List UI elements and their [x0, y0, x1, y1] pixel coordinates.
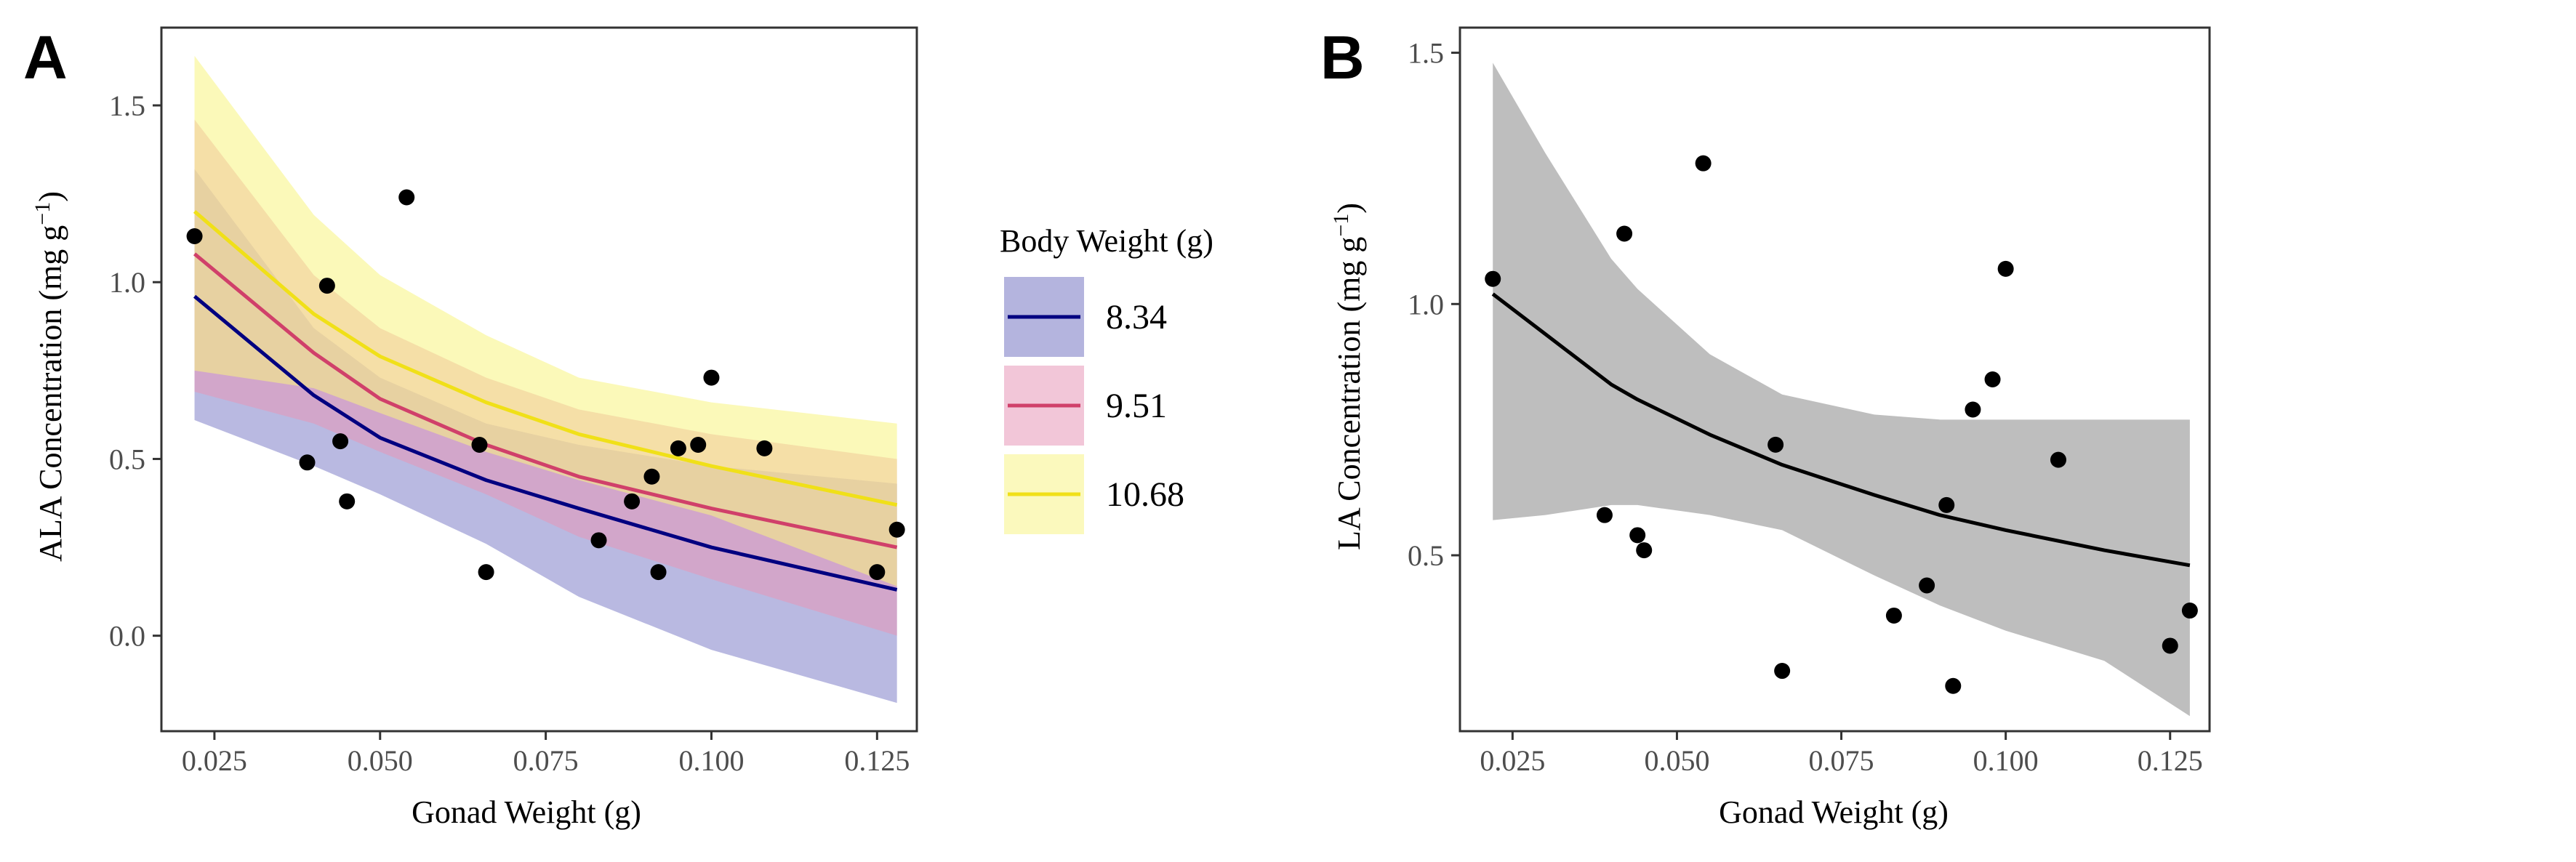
panel-a-data-point — [756, 440, 773, 456]
legend-title: Body Weight (g) — [1000, 223, 1213, 259]
panel-b-x-tick-label: 0.100 — [1973, 744, 2039, 777]
panel-b-panel-border — [1458, 26, 2211, 733]
legend-item-10-68: 10.68 — [1004, 454, 1184, 534]
legend-item-8-34: 8.34 — [1004, 277, 1167, 357]
panel-b-tag: B — [1320, 23, 1365, 92]
legend-item-9-51: 9.51 — [1004, 366, 1167, 446]
panel-a-x-tick-label: 0.075 — [513, 744, 579, 777]
panel-a-data-point — [590, 532, 607, 549]
panel-b-plot-layer — [1485, 63, 2198, 717]
panel-b-ribbon-0 — [1493, 63, 2190, 717]
panel-b-data-point — [1616, 225, 1633, 242]
panel-a-y-axis-title-main: ALA Concentration (mg g — [33, 225, 68, 562]
panel-a-data-point — [339, 493, 356, 509]
legend-label-9-51: 9.51 — [1106, 387, 1167, 425]
panel-b-fit-line-0 — [1491, 292, 2191, 568]
panel-a-fit-line-10-68 — [193, 210, 898, 507]
panel-a-data-point — [318, 278, 335, 294]
panel-a-data-point — [332, 433, 349, 450]
panel-a-data-point — [690, 436, 707, 453]
panel-a-x-tick-label: 0.025 — [182, 744, 247, 777]
panel-b-x-axis-title: Gonad Weight (g) — [1719, 794, 1949, 830]
panel-b-data-point — [1596, 507, 1613, 523]
panel-a-ribbon-10-68 — [194, 55, 897, 587]
panel-a-y-tick-label: 1.5 — [109, 89, 145, 122]
panel-b-x-tick-label: 0.125 — [2138, 744, 2203, 777]
panel-b: B 0.025 0.050 0.075 0.100 0.125 0.5 1.0 1.5 Gon… — [1320, 23, 2211, 830]
panel-a-data-point — [650, 564, 667, 581]
panel-a-x-tick-label: 0.050 — [348, 744, 413, 777]
legend-label-10-68: 10.68 — [1106, 475, 1184, 514]
panel-a-y-axis-title-close: ) — [33, 191, 68, 202]
panel-a-data-point — [478, 564, 494, 581]
panel-a-y-axis-title-sup: −1 — [31, 202, 55, 225]
panel-a-data-point — [869, 564, 886, 581]
panel-b-data-point — [1919, 577, 1935, 594]
panel-b-data-point — [1636, 542, 1653, 559]
panel-b-data-point — [1965, 401, 1981, 418]
panel-a-data-point — [624, 493, 641, 509]
panel-b-data-point — [2181, 603, 2198, 619]
panel-b-y-axis-title-close: ) — [1331, 203, 1367, 214]
panel-b-data-point — [1938, 496, 1955, 513]
panel-b-data-point — [1984, 371, 2001, 387]
panel-a-plot-layer — [186, 55, 905, 704]
panel-b-y-tick-label: 1.5 — [1408, 37, 1444, 70]
panel-b-x-tick-label: 0.075 — [1809, 744, 1874, 777]
panel-b-data-point — [2162, 637, 2178, 654]
panel-b-data-point — [1768, 436, 1784, 453]
panel-b-y-tick-label: 0.5 — [1408, 539, 1444, 572]
panel-a-y-tick-label: 0.0 — [109, 620, 145, 653]
panel-b-data-point — [1997, 260, 2014, 277]
panel-a-x-tick-label: 0.100 — [678, 744, 744, 777]
panel-b-data-point — [1774, 663, 1791, 680]
panel-a-plot-area: 0.025 0.050 0.075 0.100 0.125 0.0 0.5 1.0 1.5 — [109, 26, 918, 777]
panel-b-x-tick-label: 0.025 — [1480, 744, 1545, 777]
panel-b-data-point — [2050, 451, 2066, 468]
panel-a-data-point — [398, 189, 415, 206]
panel-a-x-tick-label: 0.125 — [844, 744, 910, 777]
panel-a-data-point — [888, 521, 905, 538]
panel-a-data-point — [643, 468, 660, 485]
panel-a-x-axis-title: Gonad Weight (g) — [412, 794, 641, 830]
panel-b-y-axis-title: LA Concentration (mg g−1) — [1329, 203, 1367, 550]
panel-b-data-point — [1485, 270, 1501, 287]
panel-a-fit-line-8-34 — [193, 294, 898, 592]
legend-label-8-34: 8.34 — [1106, 298, 1167, 337]
panel-a-y-tick-label: 0.5 — [109, 443, 145, 475]
panel-a-y-tick-label: 1.0 — [109, 266, 145, 299]
panel-a-tag: A — [23, 23, 68, 92]
panel-a-data-point — [670, 440, 686, 456]
panel-b-y-tick-label: 1.0 — [1408, 288, 1444, 321]
panel-a: A 0.025 0.050 0.075 0.100 0.1250.00.51.01.5 … — [23, 23, 918, 830]
panel-b-x-tick-label: 0.050 — [1644, 744, 1709, 777]
panel-b-y-axis-title-sup: −1 — [1329, 214, 1353, 237]
panel-a-data-point — [471, 436, 488, 453]
panel-a-y-axis-title: ALA Concentration (mg g−1) — [31, 191, 68, 562]
panel-a-data-point — [299, 454, 316, 471]
panel-b-data-point — [1885, 607, 1902, 624]
panel-a-panel-border — [160, 26, 918, 733]
panel-a-data-point — [186, 227, 203, 244]
panel-b-plot-area: 0.025 0.050 0.075 0.100 0.125 0.5 1.0 1.5 — [1408, 26, 2211, 777]
panel-b-data-point — [1695, 155, 1712, 172]
legend: Body Weight (g) 8.34 9.51 10.68 — [1000, 223, 1213, 534]
panel-b-data-point — [1945, 677, 1962, 694]
panel-a-data-point — [703, 369, 720, 386]
panel-b-y-axis-title-main: LA Concentration (mg g — [1331, 237, 1367, 550]
panel-b-data-point — [1629, 527, 1646, 544]
